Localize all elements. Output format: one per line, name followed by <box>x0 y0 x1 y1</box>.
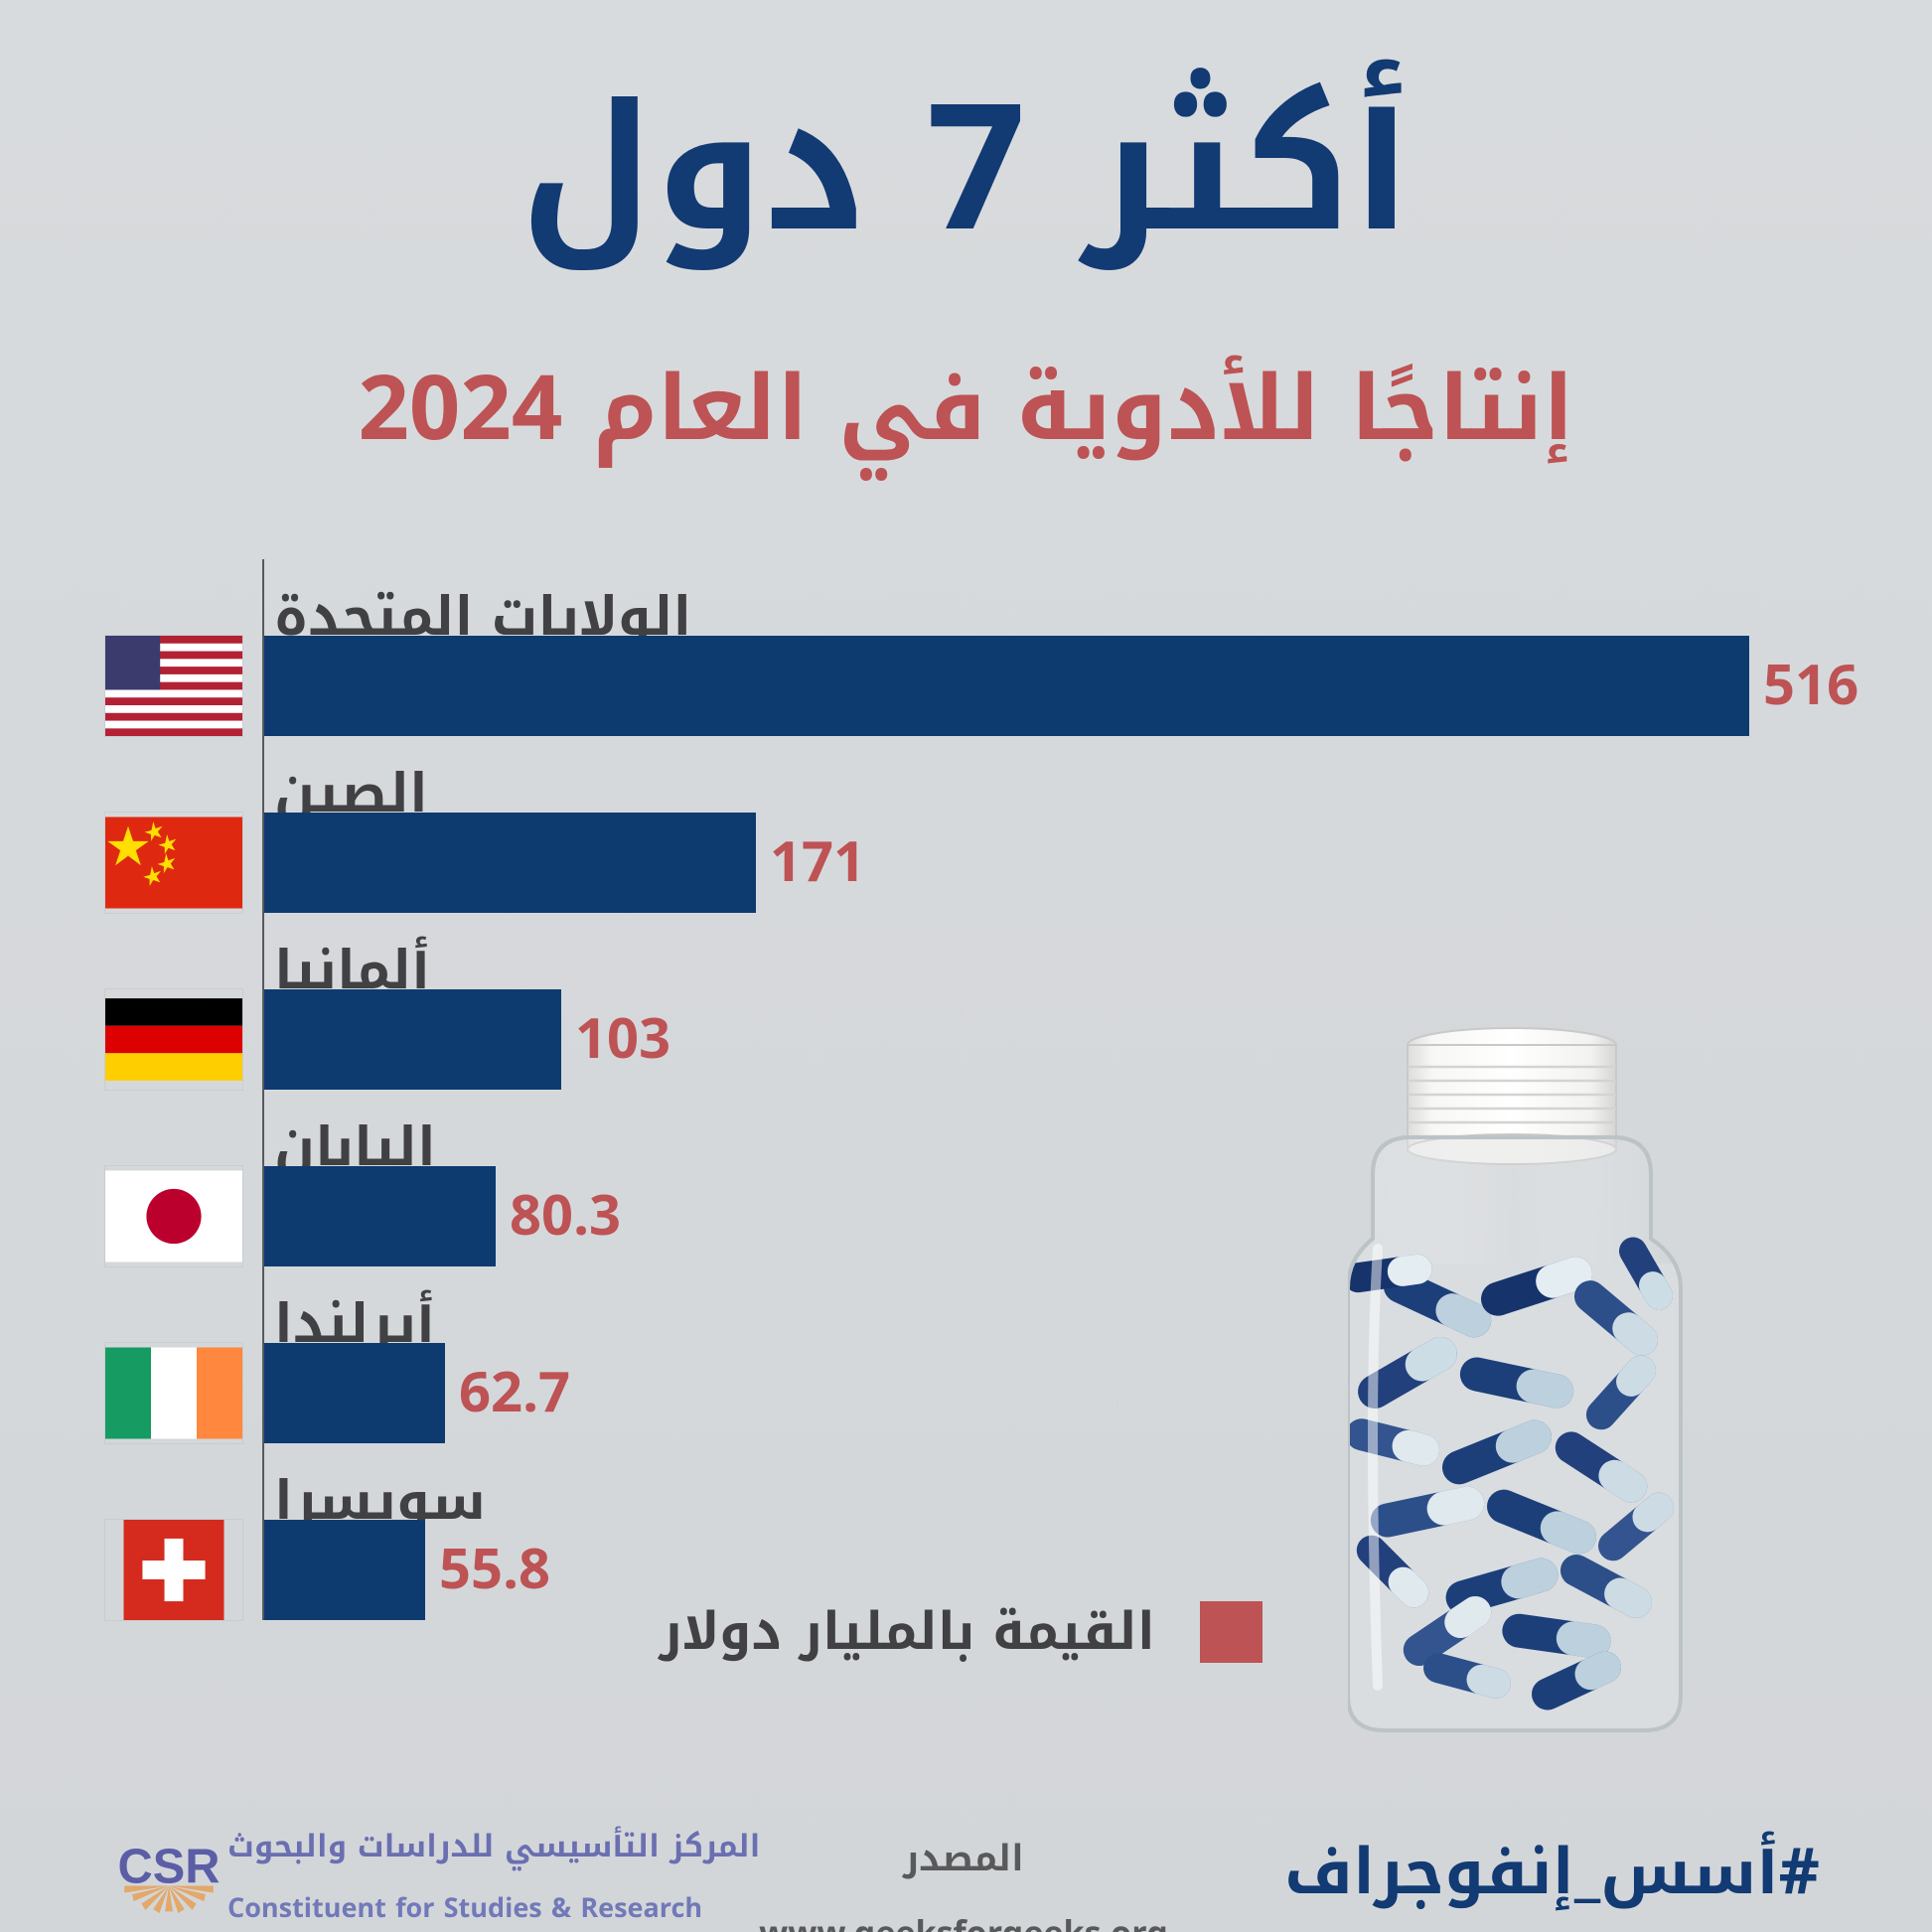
svg-text:CSR: CSR <box>118 1840 221 1893</box>
